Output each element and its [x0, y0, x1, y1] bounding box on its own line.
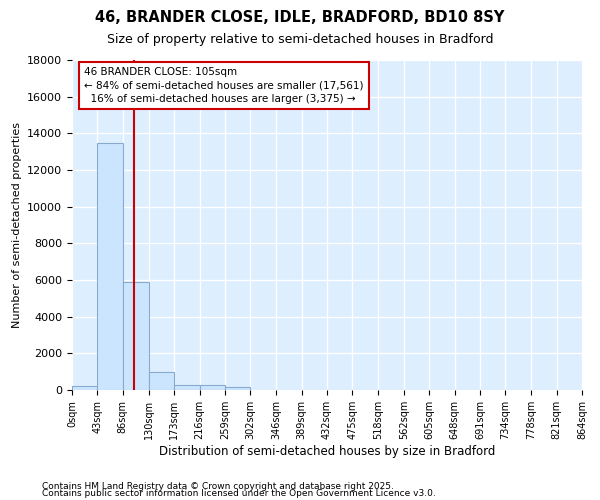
Text: Size of property relative to semi-detached houses in Bradford: Size of property relative to semi-detach… [107, 32, 493, 46]
Bar [225, 387, 250, 390]
Bar [199, 384, 225, 390]
Bar [123, 282, 149, 390]
Bar [97, 142, 123, 390]
Y-axis label: Number of semi-detached properties: Number of semi-detached properties [11, 122, 22, 328]
Text: Contains HM Land Registry data © Crown copyright and database right 2025.: Contains HM Land Registry data © Crown c… [42, 482, 394, 491]
Text: 46 BRANDER CLOSE: 105sqm
← 84% of semi-detached houses are smaller (17,561)
  16: 46 BRANDER CLOSE: 105sqm ← 84% of semi-d… [84, 68, 364, 104]
Bar [72, 386, 97, 390]
Text: Contains public sector information licensed under the Open Government Licence v3: Contains public sector information licen… [42, 489, 436, 498]
X-axis label: Distribution of semi-detached houses by size in Bradford: Distribution of semi-detached houses by … [159, 444, 495, 458]
Bar [174, 384, 199, 390]
Bar [149, 372, 174, 390]
Text: 46, BRANDER CLOSE, IDLE, BRADFORD, BD10 8SY: 46, BRANDER CLOSE, IDLE, BRADFORD, BD10 … [95, 10, 505, 25]
